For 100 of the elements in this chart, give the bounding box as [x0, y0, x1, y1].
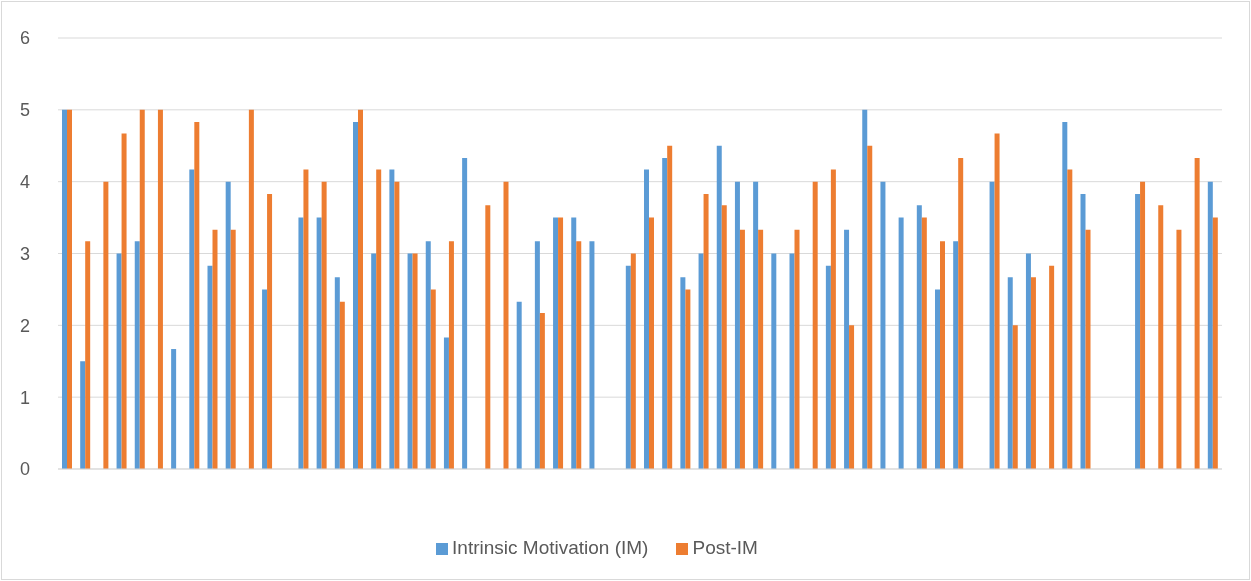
bar: [1049, 265, 1055, 469]
bar: [940, 241, 945, 469]
y-tick-label: 4: [19, 172, 30, 193]
y-tick-label: 0: [19, 459, 30, 480]
bar: [667, 145, 673, 469]
bar: [898, 217, 904, 469]
bar: [412, 253, 418, 469]
bar: [262, 289, 268, 469]
bar: [576, 241, 582, 469]
bar: [794, 229, 800, 469]
bar: [339, 301, 345, 469]
bar: [194, 122, 200, 469]
bar: [849, 325, 855, 469]
bar: [753, 181, 759, 469]
bar: [407, 253, 413, 469]
bar: [1207, 181, 1213, 469]
bar: [534, 241, 540, 469]
bar: [371, 253, 377, 469]
bar: [721, 205, 727, 469]
bar: [358, 109, 363, 469]
bar: [830, 169, 836, 469]
bar: [558, 217, 564, 469]
bar: [698, 253, 704, 469]
bar: [844, 229, 850, 469]
bar: [1194, 157, 1200, 469]
bar: [571, 217, 577, 469]
bar: [394, 181, 400, 469]
y-tick-label: 6: [19, 28, 30, 49]
bar: [462, 157, 468, 469]
bar: [935, 289, 940, 469]
bar: [662, 157, 668, 469]
bar: [771, 253, 777, 469]
legend-label: Intrinsic Motivation (IM): [452, 537, 649, 558]
bar: [85, 241, 91, 469]
bar: [921, 217, 927, 469]
bar: [1085, 229, 1091, 469]
bar: [157, 109, 163, 469]
bar: [685, 289, 691, 469]
bar: [1007, 277, 1013, 469]
bar: [989, 181, 995, 469]
bar: [103, 181, 109, 469]
bar: [958, 157, 964, 469]
bar: [880, 181, 886, 469]
bar: [789, 253, 795, 469]
y-tick-label: 2: [19, 315, 30, 336]
bar: [680, 277, 686, 469]
y-tick-label: 3: [19, 243, 30, 264]
bar: [485, 205, 491, 469]
bar: [503, 181, 509, 469]
bar: [539, 313, 545, 469]
bar: [376, 169, 382, 469]
bar: [248, 109, 254, 469]
bar: [334, 277, 340, 469]
bar: [139, 109, 145, 469]
bar: [389, 169, 395, 469]
bar: [644, 169, 649, 469]
y-tick-label: 5: [19, 100, 30, 121]
bar: [916, 205, 922, 469]
bar: [116, 253, 122, 469]
bar: [189, 169, 195, 469]
bar: [1158, 205, 1164, 469]
bar: [553, 217, 559, 469]
bar: [62, 109, 67, 469]
bar: [630, 253, 636, 469]
bar: [1140, 181, 1146, 469]
bar: [703, 193, 709, 469]
bar: [316, 217, 322, 469]
bar: [1135, 193, 1141, 469]
bar: [758, 229, 764, 469]
bar: [80, 361, 86, 469]
bar: [267, 193, 273, 469]
bar: [443, 337, 449, 469]
bar: [171, 349, 177, 469]
bar: [134, 241, 140, 469]
bar: [867, 145, 873, 469]
bar: [1025, 253, 1031, 469]
bar: [212, 229, 218, 469]
bar: [739, 229, 745, 469]
bar: [994, 133, 1000, 469]
bar: [825, 265, 831, 469]
y-tick-label: 1: [19, 387, 30, 408]
bar: [425, 241, 431, 469]
bar: [1062, 122, 1068, 469]
bar: [230, 229, 236, 469]
bar: [589, 241, 595, 469]
legend-label: Post-IM: [692, 537, 758, 558]
bar: [649, 217, 654, 469]
bar: [321, 181, 327, 469]
bar: [734, 181, 740, 469]
bar: [716, 145, 722, 469]
bar: [1067, 169, 1073, 469]
bar: [448, 241, 454, 469]
bar: [1212, 217, 1218, 469]
bar: [516, 301, 522, 469]
bar: [1030, 277, 1036, 469]
bar: [298, 217, 304, 469]
bar: [812, 181, 818, 469]
bar: [1080, 193, 1086, 469]
bar: [953, 241, 959, 469]
bar: [225, 181, 231, 469]
